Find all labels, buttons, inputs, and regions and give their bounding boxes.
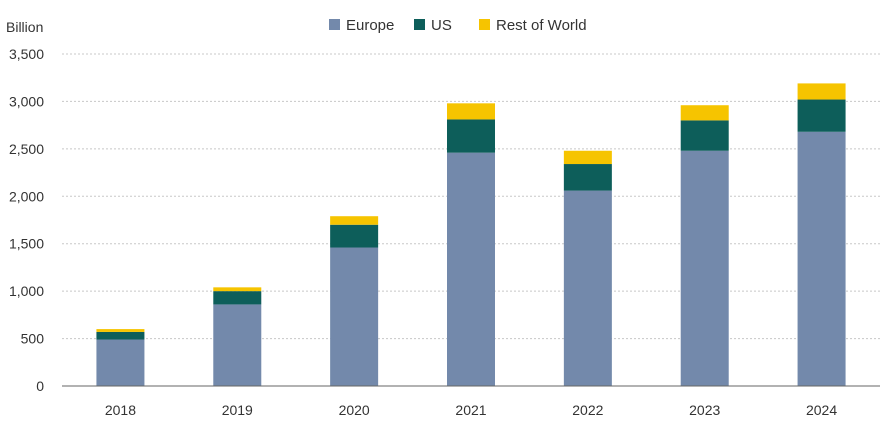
bar-rest-of-world-2023 xyxy=(680,105,729,121)
x-tick-label: 2020 xyxy=(339,402,370,418)
bar-europe-2023 xyxy=(680,150,729,386)
y-tick-label: 1,000 xyxy=(9,283,44,299)
bar-us-2018 xyxy=(96,331,145,340)
x-tick-label: 2021 xyxy=(455,402,486,418)
x-tick-label: 2018 xyxy=(105,402,136,418)
legend-swatch xyxy=(479,19,490,30)
bars xyxy=(96,83,846,386)
bar-us-2020 xyxy=(330,224,379,248)
legend-item-us: US xyxy=(414,17,452,34)
legend-swatch xyxy=(329,19,340,30)
bar-rest-of-world-2024 xyxy=(797,83,846,100)
x-tick-label: 2024 xyxy=(806,402,837,418)
x-tick-label: 2023 xyxy=(689,402,720,418)
y-tick-label: 2,000 xyxy=(9,188,44,204)
y-tick-label: 3,000 xyxy=(9,93,44,109)
bar-europe-2021 xyxy=(447,152,495,386)
legend-item-europe: Europe xyxy=(329,17,394,34)
legend-swatch xyxy=(414,19,425,30)
bar-us-2021 xyxy=(447,119,495,153)
bar-rest-of-world-2021 xyxy=(447,103,495,120)
legend-label: Rest of World xyxy=(496,17,587,34)
bar-europe-2024 xyxy=(797,131,846,386)
bar-europe-2019 xyxy=(213,304,262,386)
bar-europe-2018 xyxy=(96,339,145,386)
bar-europe-2022 xyxy=(563,190,612,386)
bar-rest-of-world-2020 xyxy=(330,216,379,225)
y-tick-label: 3,500 xyxy=(9,46,44,62)
y-tick-label: 0 xyxy=(36,378,44,394)
y-tick-label: 500 xyxy=(21,331,45,347)
legend-label: Europe xyxy=(346,17,394,34)
x-axis-ticks: 2018 2019 2020 2021 2022 2023 2024 xyxy=(105,402,838,418)
y-tick-label: 2,500 xyxy=(9,141,44,157)
legend-label: US xyxy=(431,17,452,34)
bar-us-2023 xyxy=(680,120,729,151)
bar-us-2024 xyxy=(797,99,846,132)
bar-rest-of-world-2019 xyxy=(213,287,262,292)
bar-europe-2020 xyxy=(330,247,379,386)
bar-rest-of-world-2022 xyxy=(563,150,612,165)
y-axis-ticks: 0 500 1,000 1,500 2,000 2,500 3,000 3,500 xyxy=(9,46,44,394)
legend: Europe US Rest of World xyxy=(329,17,587,34)
legend-item-rest-of-world: Rest of World xyxy=(479,17,587,34)
x-tick-label: 2022 xyxy=(572,402,603,418)
bar-us-2022 xyxy=(563,164,612,191)
x-tick-label: 2019 xyxy=(222,402,253,418)
y-tick-label: 1,500 xyxy=(9,236,44,252)
bar-rest-of-world-2018 xyxy=(96,329,145,332)
bar-us-2019 xyxy=(213,291,262,305)
y-axis-unit-label: Billion xyxy=(6,19,43,35)
